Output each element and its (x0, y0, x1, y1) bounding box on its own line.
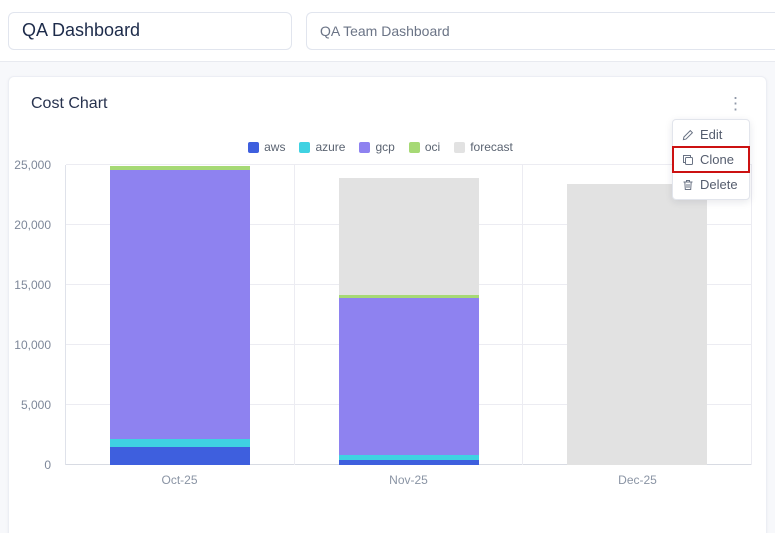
chart-legend: aws azure gcp oci forecast (9, 139, 752, 155)
x-axis-tick-label: Nov-25 (389, 473, 428, 487)
y-axis-tick-label: 20,000 (14, 218, 51, 232)
dashboard-title: QA Dashboard (8, 11, 292, 50)
bar-segment-aws (109, 447, 250, 465)
legend-swatch (248, 141, 260, 153)
legend-swatch (454, 141, 466, 153)
y-axis-tick-label: 25,000 (14, 158, 51, 172)
kebab-menu-icon[interactable]: ⋮ (727, 94, 744, 113)
legend-item-forecast[interactable]: forecast (454, 139, 513, 155)
stacked-bar (567, 184, 708, 465)
bar-segment-forecast (567, 184, 708, 465)
bar-segment-forecast (338, 178, 479, 295)
menu-item-edit[interactable]: Edit (673, 122, 749, 147)
y-axis-tick-label: 15,000 (14, 278, 51, 292)
y-axis-tick-label: 5,000 (20, 398, 51, 412)
pencil-icon (682, 129, 694, 140)
plot-area (65, 164, 753, 465)
chart-plot-wrap: 0 5,000 10,000 15,000 20,000 25,000 (14, 158, 753, 472)
card-header: Cost Chart ⋮ (9, 77, 766, 113)
x-axis-tick-label: Oct-25 (161, 473, 198, 487)
cost-chart-card: Cost Chart ⋮ Edit Clone Delete aws azure g… (8, 76, 767, 533)
menu-item-label: Delete (700, 177, 738, 192)
stacked-bar (109, 166, 250, 465)
legend-item-aws[interactable]: aws (248, 139, 285, 155)
copy-icon (683, 154, 693, 165)
bar-column (66, 165, 295, 465)
card-context-menu: Edit Clone Delete (672, 119, 750, 200)
trash-icon (683, 179, 693, 190)
x-axis: Oct-25 Nov-25 Dec-25 (65, 473, 752, 487)
y-axis-tick-label: 0 (44, 458, 51, 472)
top-bar: QA Dashboard QA Team Dashboard (0, 0, 775, 62)
bar-segment-azure (338, 455, 479, 461)
cost-chart: aws azure gcp oci forecast 0 5,000 10,000 15,00… (9, 139, 766, 487)
bar-column (523, 165, 753, 465)
legend-item-azure[interactable]: azure (299, 139, 345, 155)
menu-item-label: Clone (700, 152, 734, 167)
dashboard-name-input[interactable]: QA Team Dashboard (306, 11, 775, 50)
legend-item-oci[interactable]: oci (408, 139, 441, 155)
legend-label: gcp (375, 140, 395, 154)
legend-label: aws (264, 140, 286, 154)
legend-label: oci (424, 140, 441, 154)
menu-item-label: Edit (700, 127, 723, 142)
legend-label: forecast (470, 140, 513, 154)
bar-segment-oci (338, 294, 479, 299)
legend-swatch (299, 141, 311, 153)
y-axis-tick-label: 10,000 (14, 338, 51, 352)
card-title: Cost Chart (31, 95, 108, 112)
stacked-bar (338, 178, 479, 465)
bar-column (295, 165, 524, 465)
x-axis-tick-label: Dec-25 (618, 473, 657, 487)
legend-item-gcp[interactable]: gcp (359, 139, 395, 155)
dashboard-name-value: QA Team Dashboard (320, 22, 450, 39)
y-axis: 0 5,000 10,000 15,000 20,000 25,000 (9, 158, 57, 472)
bar-segment-oci (109, 166, 250, 170)
bar-segment-azure (109, 438, 250, 447)
legend-swatch (359, 141, 371, 153)
bar-segment-gcp (338, 298, 479, 456)
bar-segment-gcp (109, 169, 250, 439)
gridline (66, 164, 752, 165)
legend-label: azure (315, 140, 346, 154)
dashboard-title-text: QA Dashboard (22, 20, 141, 40)
bar-segment-aws (338, 460, 479, 465)
legend-swatch (408, 141, 420, 153)
menu-item-clone[interactable]: Clone (672, 146, 750, 173)
menu-item-delete[interactable]: Delete (673, 172, 749, 197)
